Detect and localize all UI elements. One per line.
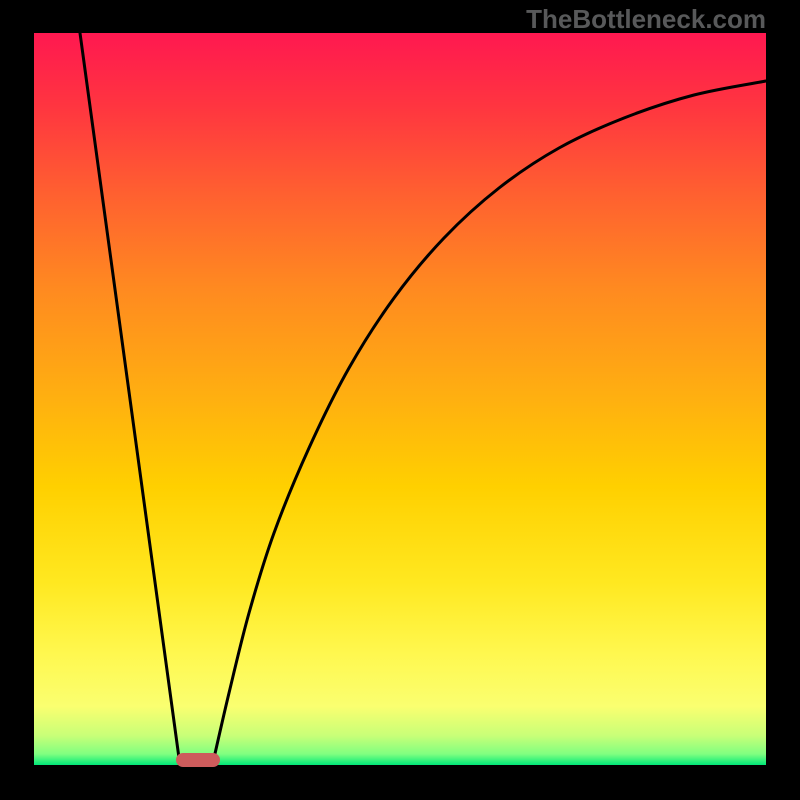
- curve-layer: [34, 33, 766, 765]
- chart-container: TheBottleneck.com: [0, 0, 800, 800]
- optimal-marker: [176, 753, 220, 767]
- plot-area: [34, 33, 766, 765]
- watermark-text: TheBottleneck.com: [526, 4, 766, 35]
